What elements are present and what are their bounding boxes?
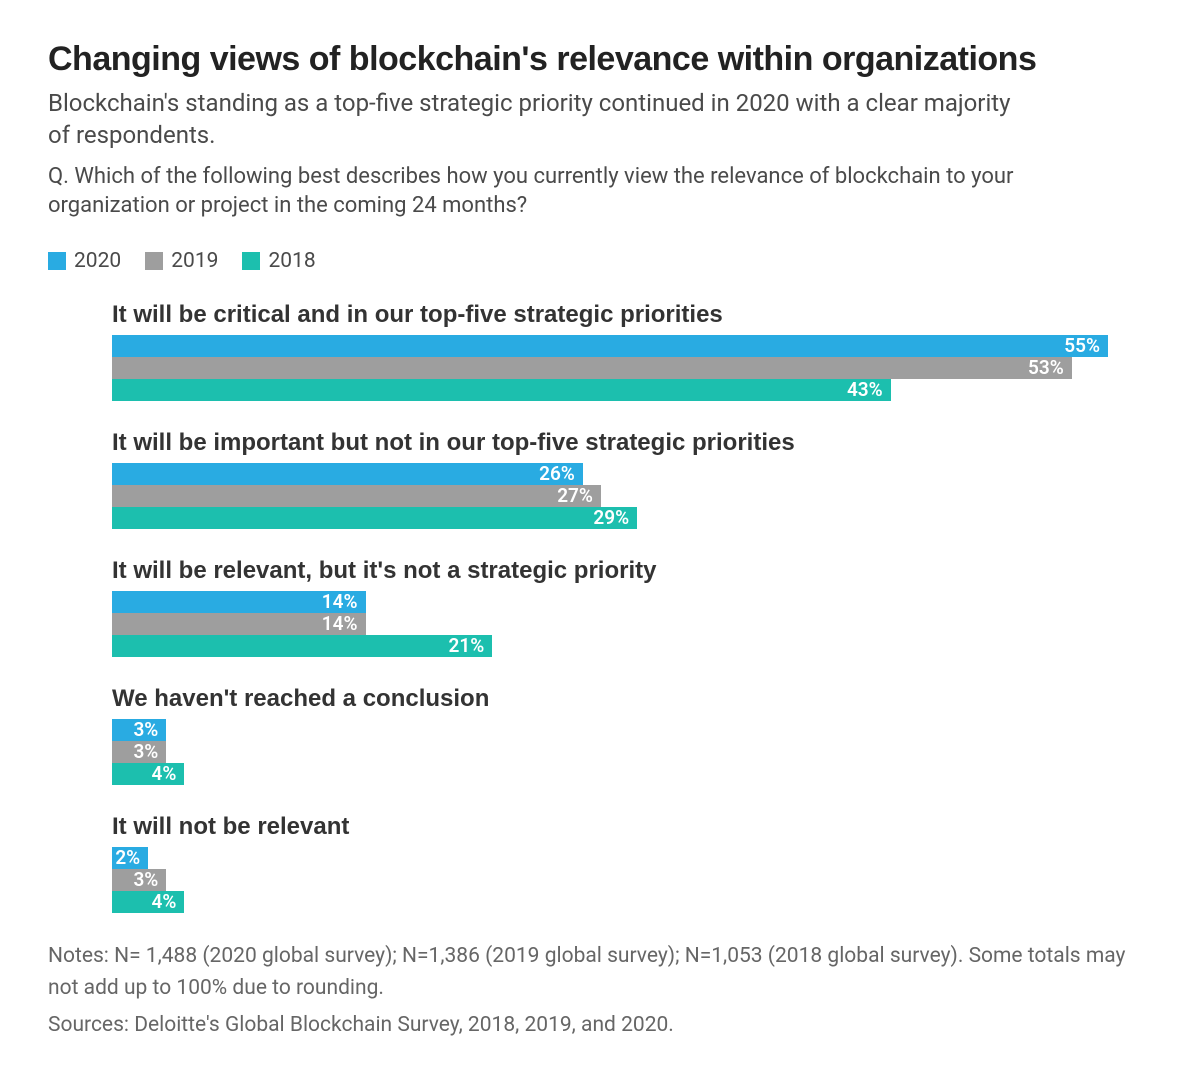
bar: 43% <box>112 379 891 401</box>
legend-swatch <box>242 252 260 270</box>
legend-swatch <box>48 252 66 270</box>
bar: 27% <box>112 485 601 507</box>
legend-label: 2019 <box>171 249 218 273</box>
bar-value: 53% <box>1028 357 1064 379</box>
legend-item: 2019 <box>145 249 218 273</box>
bar-row: 4% <box>112 763 1108 785</box>
bar-value: 27% <box>557 485 593 507</box>
bar: 14% <box>112 613 366 635</box>
legend-item: 2020 <box>48 249 121 273</box>
bar: 26% <box>112 463 583 485</box>
bar: 14% <box>112 591 366 613</box>
category-label: We haven't reached a conclusion <box>112 685 1108 713</box>
bar-value: 29% <box>593 507 629 529</box>
chart-question: Q. Which of the following best describes… <box>48 162 1028 221</box>
category-label: It will not be relevant <box>112 813 1108 841</box>
bar-row: 27% <box>112 485 1108 507</box>
bar-row: 3% <box>112 719 1108 741</box>
bar: 4% <box>112 891 184 913</box>
bar-row: 55% <box>112 335 1108 357</box>
bar: 53% <box>112 357 1072 379</box>
chart-category: It will be important but not in our top-… <box>112 429 1108 529</box>
bar: 21% <box>112 635 492 657</box>
chart-category: We haven't reached a conclusion3%3%4% <box>112 685 1108 785</box>
bar-value: 3% <box>133 741 158 763</box>
bar-row: 4% <box>112 891 1108 913</box>
bar-value: 43% <box>847 379 883 401</box>
bar: 4% <box>112 763 184 785</box>
bar-row: 14% <box>112 591 1108 613</box>
bar-row: 3% <box>112 869 1108 891</box>
chart-category: It will be critical and in our top-five … <box>112 301 1108 401</box>
footnote-notes: Notes: N= 1,488 (2020 global survey); N=… <box>48 941 1152 1004</box>
bar-row: 26% <box>112 463 1108 485</box>
bar-value: 3% <box>133 719 158 741</box>
category-label: It will be critical and in our top-five … <box>112 301 1108 329</box>
legend-label: 2018 <box>268 249 315 273</box>
bar-row: 29% <box>112 507 1108 529</box>
bar-value: 26% <box>539 463 575 485</box>
category-label: It will be relevant, but it's not a stra… <box>112 557 1108 585</box>
bar-row: 3% <box>112 741 1108 763</box>
bar: 3% <box>112 719 166 741</box>
bar-row: 21% <box>112 635 1108 657</box>
bar-row: 43% <box>112 379 1108 401</box>
legend-label: 2020 <box>74 249 121 273</box>
legend: 2020 2019 2018 <box>48 249 1152 273</box>
bar: 3% <box>112 741 166 763</box>
bar-value: 3% <box>133 869 158 891</box>
bar-row: 53% <box>112 357 1108 379</box>
bar-chart: It will be critical and in our top-five … <box>48 301 1108 913</box>
bar-row: 14% <box>112 613 1108 635</box>
bar-value: 14% <box>322 613 358 635</box>
category-label: It will be important but not in our top-… <box>112 429 1108 457</box>
chart-category: It will be relevant, but it's not a stra… <box>112 557 1108 657</box>
chart-category: It will not be relevant 2%3%4% <box>112 813 1108 913</box>
bar-row: 2% <box>112 847 1108 869</box>
legend-swatch <box>145 252 163 270</box>
chart-subtitle: Blockchain's standing as a top-five stra… <box>48 87 1028 152</box>
bar: 29% <box>112 507 637 529</box>
chart-title: Changing views of blockchain's relevance… <box>48 40 1152 79</box>
legend-item: 2018 <box>242 249 315 273</box>
bar-value: 4% <box>152 891 177 913</box>
bar-value: 2% <box>115 847 140 869</box>
bar-value: 21% <box>449 635 485 657</box>
bar-value: 4% <box>152 763 177 785</box>
bar-value: 14% <box>322 591 358 613</box>
footnote-sources: Sources: Deloitte's Global Blockchain Su… <box>48 1010 1152 1042</box>
bar: 2% <box>112 847 148 869</box>
bar-value: 55% <box>1064 335 1100 357</box>
bar: 3% <box>112 869 166 891</box>
bar: 55% <box>112 335 1108 357</box>
